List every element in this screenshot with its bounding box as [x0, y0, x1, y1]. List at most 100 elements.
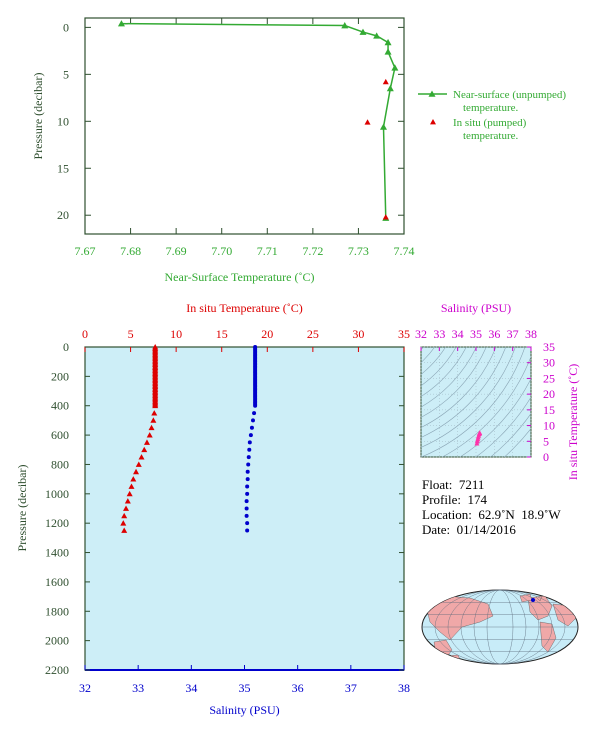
temperature-marker [124, 498, 131, 504]
y-tick-label: 2200 [45, 663, 69, 677]
float-position-marker [531, 598, 535, 602]
temperature-marker [126, 490, 133, 497]
ts-y-tick-label: 25 [543, 371, 555, 385]
ts-x-tick-label: 35 [470, 327, 482, 341]
near-surface-legend: Near-surface (unpumped)temperature. In si… [418, 89, 566, 142]
y-tick-label: 20 [57, 208, 69, 222]
y-tick-label: 1200 [45, 516, 69, 530]
salinity-marker [252, 411, 257, 416]
bottom-x-tick-label: 35 [239, 681, 251, 695]
y-tick-label: 0 [63, 20, 69, 34]
temperature-marker [151, 410, 158, 416]
temperature-marker [123, 505, 130, 511]
salinity-marker [246, 455, 251, 460]
profile-number: Profile: 174 [422, 492, 487, 507]
salinity-marker [251, 418, 256, 423]
y-tick-label: 1600 [45, 575, 69, 589]
unpumped-marker [117, 20, 125, 27]
map-graticule [434, 589, 566, 665]
legend-label: In situ (pumped) [453, 117, 527, 129]
temperature-marker [138, 454, 145, 460]
top-x-tick-label: 15 [216, 327, 228, 341]
top-x-tick-label: 25 [307, 327, 319, 341]
salinity-marker [247, 447, 252, 452]
ts-point [477, 430, 483, 435]
salinity-marker [245, 521, 250, 526]
ts-y-tick-label: 35 [543, 340, 555, 354]
unpumped-marker [384, 38, 392, 46]
salinity-marker [245, 491, 250, 496]
float-id: Float: 7211 [422, 477, 485, 492]
pumped-marker [364, 119, 371, 125]
float-location: Location: 62.9˚N 18.9˚W [422, 507, 561, 522]
salinity-marker [249, 425, 254, 430]
unpumped-temperature-line [121, 22, 396, 219]
temperature-marker [152, 402, 159, 409]
salinity-marker [248, 433, 253, 438]
temperature-marker [133, 468, 140, 475]
x-tick-label: 7.73 [348, 244, 369, 258]
ts-x-tick-label: 36 [488, 327, 500, 341]
y-tick-label: 10 [57, 114, 69, 128]
legend-label: temperature. [463, 102, 519, 114]
temperature-marker [143, 439, 150, 445]
y-tick-label: 400 [51, 399, 69, 413]
unpumped-marker [386, 84, 394, 92]
profile-date: Date: 01/14/2016 [422, 522, 516, 537]
temperature-marker [120, 520, 127, 526]
world-map-inset [421, 589, 579, 665]
y-tick-label: 0 [63, 340, 69, 354]
ts-x-tick-label: 38 [525, 327, 537, 341]
legend-label: Near-surface (unpumped) [453, 89, 566, 101]
y-tick-label: 5 [63, 67, 69, 81]
salinity-marker [253, 403, 258, 408]
pumped-marker [382, 78, 389, 85]
unpumped-marker [391, 64, 399, 71]
unpumped-marker [384, 48, 392, 55]
y-axis-label: Pressure (decibar) [15, 465, 29, 552]
unpumped-marker [379, 123, 387, 130]
map-landmass [569, 599, 578, 613]
salinity-marker [245, 469, 250, 474]
x-tick-label: 7.74 [394, 244, 415, 258]
y-tick-label: 15 [57, 161, 69, 175]
ts-y-tick-label: 30 [543, 356, 555, 370]
top-x-tick-label: 0 [82, 327, 88, 341]
plot-area [84, 346, 405, 671]
temperature-marker [130, 476, 137, 482]
x-tick-label: 7.71 [257, 244, 278, 258]
top-x-tick-label: 20 [261, 327, 273, 341]
bottom-x-tick-label: 36 [292, 681, 304, 695]
salinity-marker [244, 499, 249, 504]
x-axis-label: Near-Surface Temperature (˚C) [165, 270, 315, 284]
unpumped-marker [359, 28, 367, 35]
top-x-tick-label: 10 [170, 327, 182, 341]
ts-x-axis-label: Salinity (PSU) [441, 301, 511, 315]
map-landmass [425, 595, 494, 641]
y-tick-label: 2000 [45, 634, 69, 648]
salinity-marker [245, 484, 250, 489]
salinity-marker [244, 513, 249, 518]
y-tick-label: 600 [51, 428, 69, 442]
ts-y-tick-label: 20 [543, 387, 555, 401]
temperature-marker [121, 527, 128, 533]
legend-marker [428, 90, 436, 97]
temperature-marker [146, 432, 153, 438]
x-tick-label: 7.67 [75, 244, 96, 258]
y-tick-label: 1800 [45, 604, 69, 618]
x-tick-label: 7.68 [120, 244, 141, 258]
x-tick-label: 7.72 [302, 244, 323, 258]
y-axis-label: Pressure (decibar) [31, 73, 45, 160]
y-tick-label: 1400 [45, 546, 69, 560]
unpumped-marker [373, 32, 381, 39]
y-tick-label: 200 [51, 369, 69, 383]
salinity-marker [245, 477, 250, 482]
map-landmass [535, 595, 543, 602]
top-x-tick-label: 30 [352, 327, 364, 341]
temperature-marker [141, 446, 148, 453]
top-x-tick-label: 5 [128, 327, 134, 341]
ts-x-tick-label: 34 [452, 327, 464, 341]
bottom-x-tick-label: 34 [185, 681, 197, 695]
y-tick-label: 1000 [45, 487, 69, 501]
